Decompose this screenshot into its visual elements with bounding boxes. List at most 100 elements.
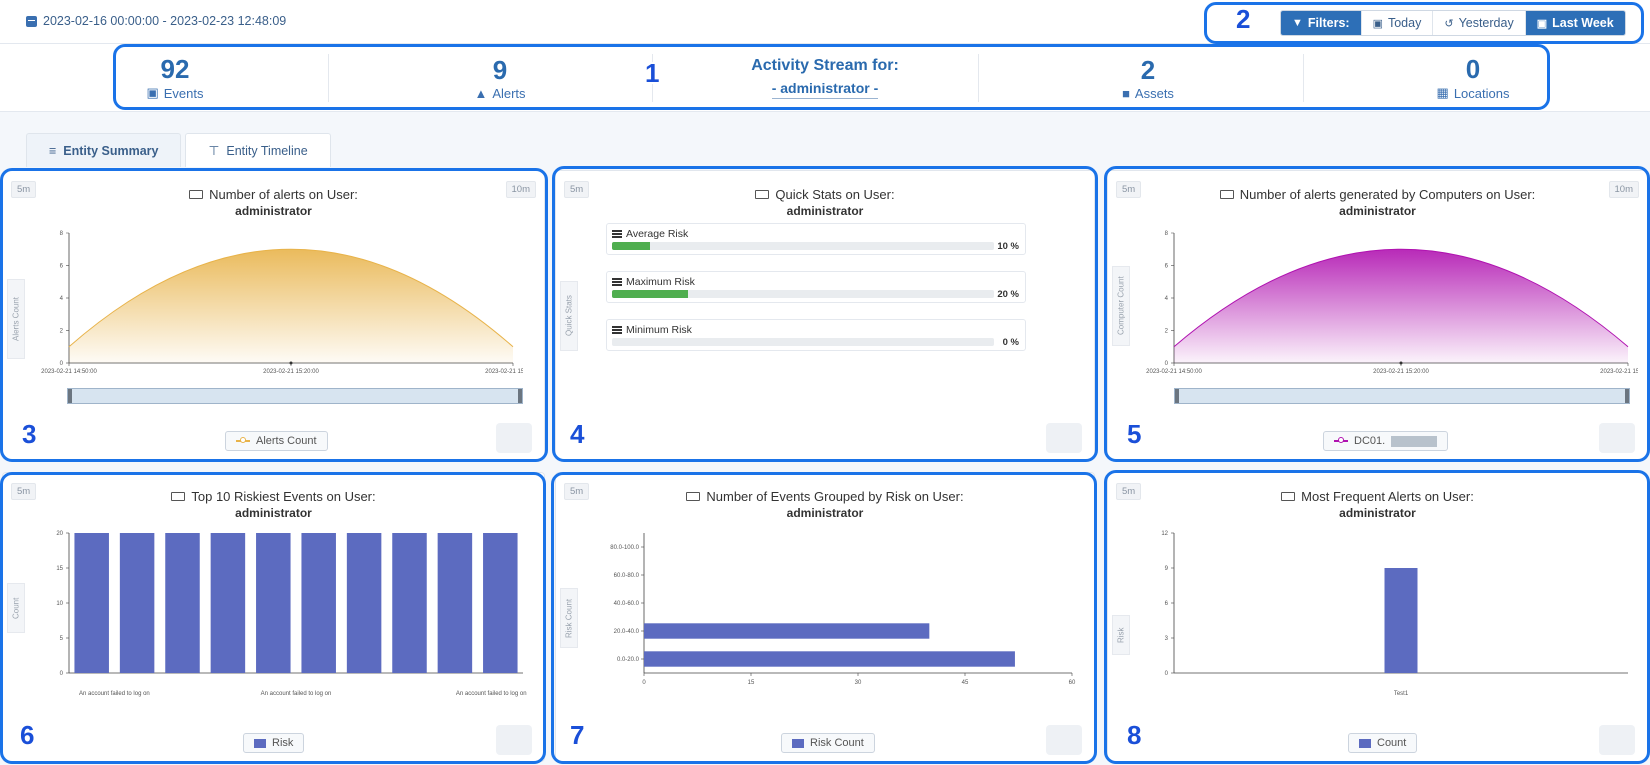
activity-stream: Activity Stream for: - administrator -: [700, 50, 950, 106]
chart-icon: [686, 492, 701, 502]
bar[interactable]: [346, 533, 382, 673]
legend-label: Risk: [272, 737, 294, 749]
y-tick-label: 15: [56, 566, 63, 572]
tab-label: Entity Summary: [63, 143, 159, 158]
filters-label-button[interactable]: ▼ Filters:: [1281, 11, 1362, 35]
stat-assets[interactable]: 2 ■ Assets: [1093, 50, 1203, 106]
bar[interactable]: [1384, 568, 1418, 673]
redacted-hostname: [1391, 435, 1438, 447]
bar[interactable]: [74, 533, 109, 673]
bar[interactable]: [392, 533, 427, 673]
chart-icon: [1281, 492, 1296, 502]
slider-handle-right[interactable]: [518, 389, 522, 403]
locations-label: Locations: [1453, 85, 1510, 101]
bar[interactable]: [644, 651, 1015, 667]
zoom-slider[interactable]: [1174, 388, 1630, 404]
risk-horizontal-bar-chart: 0 15 30 45 60 0.0-20.0 20.0-40.0 40.0-60.0 60.0-…: [610, 533, 1076, 686]
date-range[interactable]: 2023-02-16 00:00:00 - 2023-02-23 12:48:0…: [26, 14, 286, 28]
bar[interactable]: [644, 623, 930, 639]
chart-legend[interactable]: Risk: [243, 733, 305, 753]
y-axis-label: Risk: [1112, 615, 1130, 655]
interval-5m-button[interactable]: 5m: [1116, 483, 1142, 500]
x-tick-label: An account failed to log on: [261, 691, 332, 697]
panel-quick-stats: 5m Quick Stats on User: administrator Qu…: [555, 170, 1095, 460]
area-fill: [1174, 249, 1628, 363]
today-button[interactable]: ▣ Today: [1362, 11, 1434, 35]
alerts-area-chart: 0 2 4 6 8 2023-02-21 14:50:00 2023-02-21 15:20…: [41, 231, 523, 373]
panel-title: Most Frequent Alerts on User:: [1108, 489, 1647, 504]
chart-legend[interactable]: Count: [1348, 733, 1418, 753]
chart-legend[interactable]: Alerts Count: [225, 431, 328, 451]
yesterday-button[interactable]: ↺ Yesterday: [1433, 11, 1526, 35]
interval-5m-button[interactable]: 5m: [11, 181, 37, 198]
panel-title-text: Quick Stats on User:: [775, 187, 895, 202]
panel-events-by-risk: 5m Number of Events Grouped by Risk on U…: [555, 472, 1095, 762]
last-week-button[interactable]: ▣ Last Week: [1525, 11, 1625, 35]
bar[interactable]: [437, 533, 473, 673]
x-tick-label: Test1: [1394, 691, 1409, 697]
slider-handle-right[interactable]: [1625, 389, 1629, 403]
calendar-icon: ▣: [1372, 17, 1383, 30]
y-tick-label: 0: [60, 671, 64, 677]
risk-progress-fill: [612, 242, 651, 250]
risk-percent: 0 %: [1002, 337, 1019, 348]
panel-frequent-alerts: 5m Most Frequent Alerts on User: adminis…: [1107, 472, 1648, 762]
tab-entity-summary[interactable]: ≡ Entity Summary: [26, 133, 182, 167]
y-tick-label: 6: [60, 264, 64, 270]
interval-10m-button[interactable]: 10m: [505, 181, 536, 198]
bar[interactable]: [165, 533, 200, 673]
interval-5m-button[interactable]: 5m: [564, 181, 590, 198]
interval-5m-button[interactable]: 5m: [1116, 181, 1142, 198]
chart-icon: [755, 190, 770, 200]
chart-legend[interactable]: Risk Count: [781, 733, 875, 753]
y-axis-label: Alerts Count: [7, 279, 25, 359]
slider-handle-left[interactable]: [68, 389, 72, 403]
divider: [328, 54, 329, 102]
assets-count: 2: [1140, 54, 1156, 85]
stat-locations[interactable]: 0 ▦ Locations: [1418, 50, 1528, 106]
bar[interactable]: [210, 533, 246, 673]
calendar-icon: ▣: [1536, 17, 1548, 30]
chart-icon: [189, 190, 204, 200]
slider-handle-left[interactable]: [1175, 389, 1179, 403]
risk-progress-track: [612, 338, 994, 346]
interval-5m-button[interactable]: 5m: [564, 483, 590, 500]
interval-10m-button[interactable]: 10m: [1608, 181, 1639, 198]
tab-entity-timeline[interactable]: ⊤ Entity Timeline: [185, 133, 331, 167]
legend-swatch: [1359, 738, 1371, 748]
x-tick-label: 0: [642, 680, 646, 686]
events-count: 92: [160, 54, 190, 84]
last-week-label: Last Week: [1552, 16, 1614, 30]
top-bar: 2023-02-16 00:00:00 - 2023-02-23 12:48:0…: [0, 0, 1650, 44]
warning-bg-icon: [496, 725, 532, 755]
bar[interactable]: [256, 533, 291, 673]
panel-subtitle: administrator: [235, 204, 312, 218]
panel-title: Number of alerts generated by Computers …: [1108, 187, 1647, 202]
zoom-slider[interactable]: [67, 388, 523, 404]
risk-stat-label: Maximum Risk: [612, 276, 695, 288]
bar[interactable]: [301, 533, 336, 673]
y-tick-label: 2: [1165, 329, 1169, 335]
stat-events[interactable]: 92 ▣ Events: [120, 50, 230, 106]
divider: [652, 54, 653, 102]
alert-bg-icon: [1599, 423, 1635, 453]
legend-label: Risk Count: [810, 737, 864, 749]
calendar-icon: ▣: [146, 85, 159, 100]
bar[interactable]: [483, 533, 518, 673]
interval-5m-button[interactable]: 5m: [11, 483, 37, 500]
computers-area-chart: 0 2 4 6 8 2023-02-21 14:50:00 2023-02-21 15:20…: [1146, 231, 1638, 373]
x-tick-label: 2023-02-21 15:20:00: [263, 369, 319, 373]
filter-icon: ▼: [1292, 17, 1303, 29]
y-tick-label: 40.0-60.0: [614, 601, 640, 607]
bar[interactable]: [119, 533, 155, 673]
callout-6: 6: [20, 720, 35, 750]
risk-stat-row: Average Risk 10 %: [606, 223, 1026, 255]
panel-alerts-by-computers: 5m 10m Number of alerts generated by Com…: [1107, 170, 1648, 460]
data-point: [1399, 361, 1403, 365]
chart-legend[interactable]: DC01.: [1323, 431, 1449, 451]
risk-stat-row: Maximum Risk 20 %: [606, 271, 1026, 303]
divider: [978, 54, 979, 102]
risk-progress-fill: [612, 290, 689, 298]
activity-user[interactable]: - administrator -: [771, 80, 879, 99]
stat-alerts[interactable]: 9 ▲ Alerts: [445, 50, 555, 106]
